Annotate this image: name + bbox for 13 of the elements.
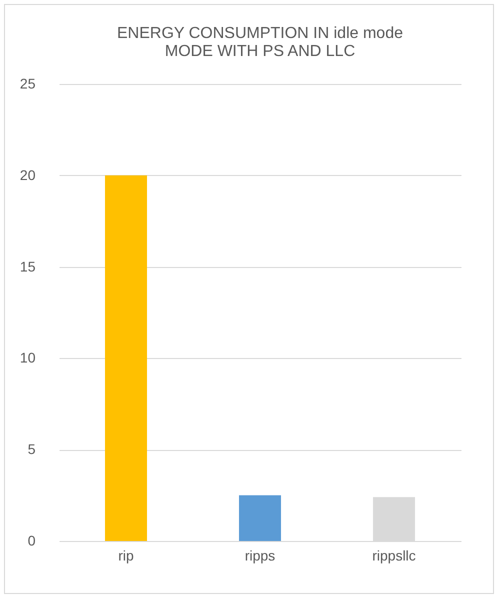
y-tick-label: 25: [20, 76, 36, 92]
x-tick-label: rip: [118, 548, 134, 564]
bar: [105, 175, 147, 541]
bar: [373, 497, 415, 541]
x-tick-label: ripps: [244, 548, 276, 564]
bar: [239, 495, 281, 541]
y-tick-label: 10: [20, 350, 36, 366]
x-tick-label: rippsllc: [372, 548, 416, 564]
chart-title: ENERGY CONSUMPTION IN idle mode MODE WITH PS AND LLC: [117, 25, 404, 60]
y-tick-label: 15: [20, 258, 36, 274]
y-tick-label: 5: [28, 441, 36, 458]
y-tick-label: 20: [20, 166, 36, 183]
y-tick-label: 0: [28, 532, 36, 548]
